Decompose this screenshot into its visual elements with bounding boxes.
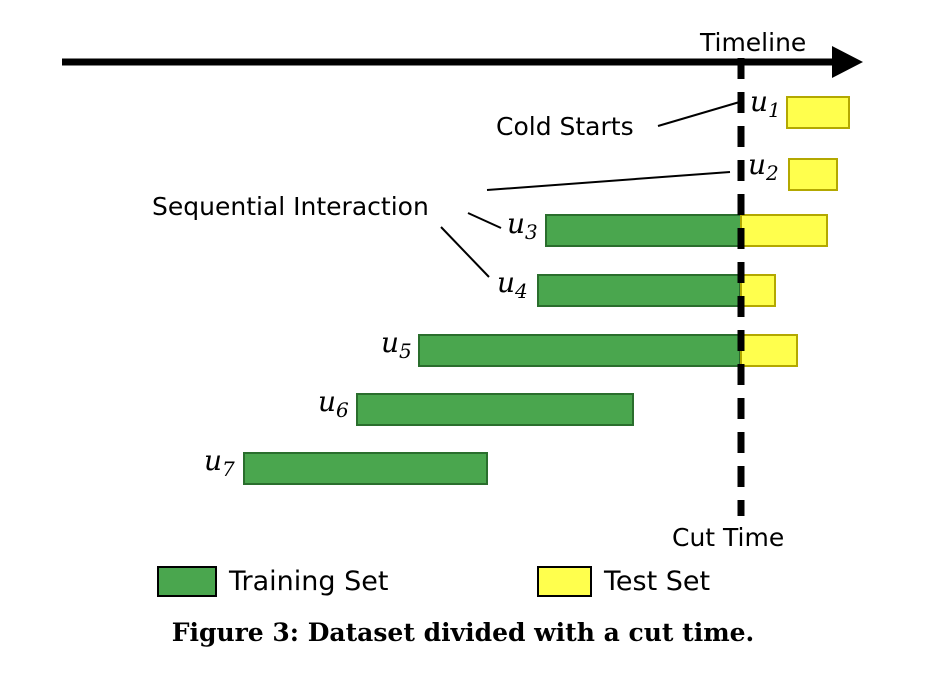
test-bar-u2 [788,158,838,191]
legend-test-swatch [537,566,592,597]
legend-training-label: Training Set [229,566,389,597]
user-label-u7: u7 [204,444,235,480]
user-label-base: u [497,266,516,299]
user-label-sub: 7 [222,457,235,481]
test-bar-u1 [786,96,850,129]
user-label-u4: u4 [497,266,528,302]
annotation-line-cold-starts-u2 [486,171,731,191]
legend-test-label: Test Set [604,566,711,597]
user-label-sub: 6 [336,398,349,422]
user-label-u1: u1 [750,85,781,121]
user-label-base: u [318,385,337,418]
user-label-sub: 1 [768,98,781,122]
user-label-sub: 4 [515,279,528,303]
training-bar-u5 [418,334,741,367]
figure-caption: Figure 3: Dataset divided with a cut tim… [171,618,755,647]
user-label-sub: 2 [766,161,779,185]
user-label-sub: 5 [399,339,412,363]
user-label-base: u [750,85,769,118]
sequential-interaction-label: Sequential Interaction [152,192,429,221]
annotation-line-cold-starts-u1 [657,100,744,127]
test-bar-u4 [740,274,776,307]
cut-time-label: Cut Time [672,523,785,552]
user-label-u5: u5 [381,326,412,362]
user-label-u6: u6 [318,385,349,421]
user-label-sub: 3 [525,220,538,244]
user-label-u2: u2 [748,148,779,184]
annotation-line-sequential-u4 [440,226,490,278]
annotation-line-sequential-u3 [467,212,502,229]
timeline-arrowhead-icon [832,46,863,78]
user-label-u3: u3 [507,207,538,243]
training-bar-u6 [356,393,634,426]
timeline-label: Timeline [700,28,807,57]
user-label-base: u [204,444,223,477]
user-label-base: u [381,326,400,359]
training-bar-u4 [537,274,741,307]
training-bar-u3 [545,214,742,247]
test-bar-u5 [740,334,798,367]
user-label-base: u [507,207,526,240]
test-bar-u3 [740,214,828,247]
training-bar-u7 [243,452,488,485]
user-label-base: u [748,148,767,181]
cold-starts-label: Cold Starts [496,112,634,141]
legend-training-swatch [157,566,217,597]
